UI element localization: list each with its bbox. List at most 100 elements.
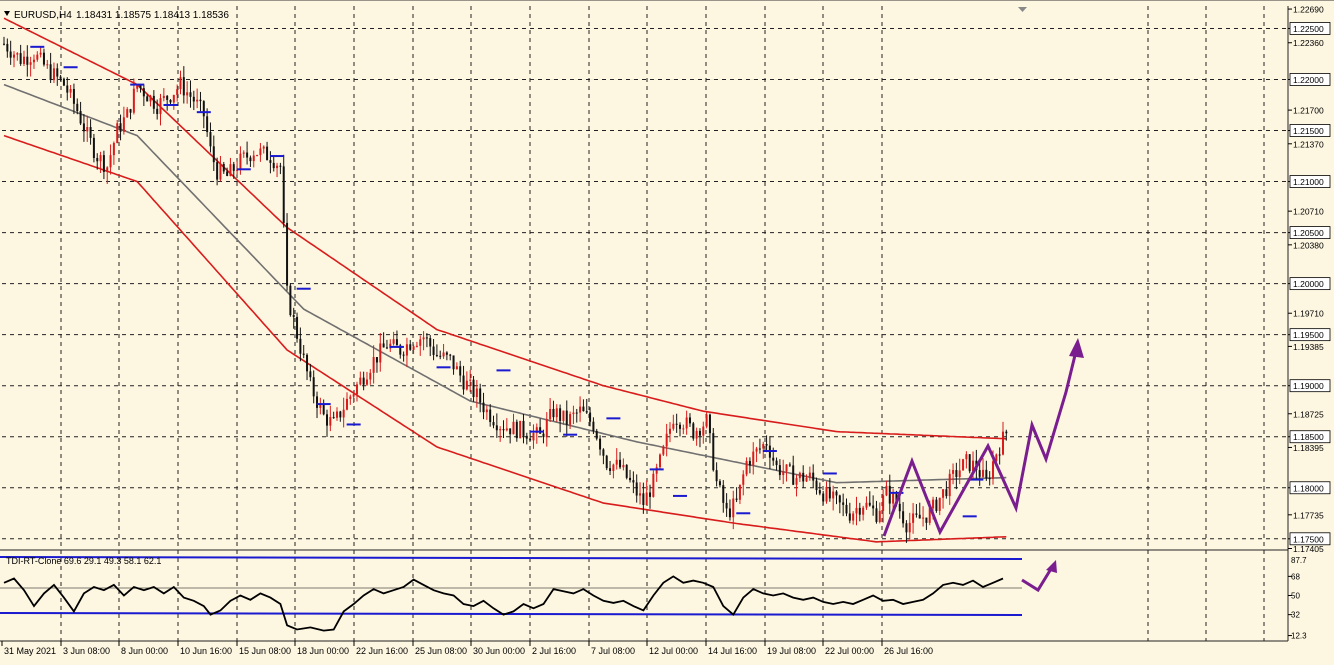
candle[interactable] <box>449 353 452 361</box>
candle[interactable] <box>748 457 751 474</box>
candle[interactable] <box>166 94 169 111</box>
candle[interactable] <box>266 141 269 161</box>
candle[interactable] <box>678 422 681 437</box>
candle[interactable] <box>978 460 981 486</box>
candle[interactable] <box>835 490 838 505</box>
candle[interactable] <box>382 332 385 348</box>
candle[interactable] <box>692 421 695 441</box>
candle[interactable] <box>56 63 59 86</box>
candle[interactable] <box>3 36 5 46</box>
candle[interactable] <box>519 420 522 439</box>
candle[interactable] <box>535 423 538 444</box>
candle[interactable] <box>492 415 495 429</box>
candle[interactable] <box>708 413 711 444</box>
candle[interactable] <box>565 400 568 437</box>
candle[interactable] <box>82 114 85 142</box>
candle[interactable] <box>702 421 705 444</box>
candle[interactable] <box>236 160 239 175</box>
candle[interactable] <box>249 155 252 168</box>
candle[interactable] <box>575 408 578 423</box>
candle[interactable] <box>862 505 865 521</box>
candle[interactable] <box>698 428 701 448</box>
candle[interactable] <box>659 453 662 470</box>
candle[interactable] <box>232 161 235 179</box>
candle[interactable] <box>102 150 105 180</box>
candle[interactable] <box>92 133 95 163</box>
candle[interactable] <box>685 410 688 435</box>
candle[interactable] <box>499 426 502 442</box>
candle[interactable] <box>345 392 348 411</box>
candle[interactable] <box>865 496 868 510</box>
candle[interactable] <box>622 458 625 471</box>
candle[interactable] <box>12 51 15 68</box>
candle[interactable] <box>269 151 272 174</box>
candle[interactable] <box>99 151 102 173</box>
candle[interactable] <box>555 404 558 422</box>
candle[interactable] <box>9 40 12 65</box>
candle[interactable] <box>29 56 32 77</box>
candle[interactable] <box>292 307 295 329</box>
candle[interactable] <box>229 157 232 177</box>
candle[interactable] <box>42 48 45 67</box>
candle[interactable] <box>815 477 818 495</box>
candle[interactable] <box>872 495 875 516</box>
candle[interactable] <box>336 407 338 421</box>
candle[interactable] <box>116 120 119 144</box>
candle[interactable] <box>312 370 315 404</box>
candle[interactable] <box>942 488 945 509</box>
candle[interactable] <box>435 344 438 358</box>
candle[interactable] <box>179 70 182 95</box>
candle[interactable] <box>112 141 115 165</box>
candle[interactable] <box>935 496 938 513</box>
candle[interactable] <box>246 141 249 165</box>
candle[interactable] <box>512 413 515 435</box>
candle[interactable] <box>415 341 418 348</box>
candle[interactable] <box>649 484 652 509</box>
candle[interactable] <box>609 460 612 475</box>
candle[interactable] <box>912 503 915 534</box>
candle[interactable] <box>688 413 691 427</box>
candle[interactable] <box>722 480 725 513</box>
candle[interactable] <box>69 85 72 98</box>
candle[interactable] <box>832 485 835 511</box>
candle[interactable] <box>589 407 592 427</box>
candle[interactable] <box>669 422 671 443</box>
candle[interactable] <box>279 162 282 175</box>
candle[interactable] <box>838 494 841 514</box>
candle[interactable] <box>738 484 741 505</box>
candle[interactable] <box>955 462 958 490</box>
candle[interactable] <box>159 93 162 126</box>
candle[interactable] <box>782 459 785 485</box>
candle[interactable] <box>755 446 758 463</box>
chart-shift-marker-icon[interactable] <box>1018 7 1027 12</box>
candle[interactable] <box>902 502 905 528</box>
candle[interactable] <box>385 339 388 350</box>
candle[interactable] <box>848 502 851 524</box>
candle[interactable] <box>212 135 215 172</box>
candle[interactable] <box>505 418 508 432</box>
candle[interactable] <box>182 66 185 104</box>
candle[interactable] <box>199 91 202 112</box>
candle[interactable] <box>785 464 788 482</box>
candle[interactable] <box>432 338 435 361</box>
candle[interactable] <box>186 81 189 104</box>
candle[interactable] <box>162 88 165 102</box>
candle[interactable] <box>878 502 881 524</box>
candle[interactable] <box>409 339 412 351</box>
candle[interactable] <box>379 333 382 372</box>
candle[interactable] <box>176 84 179 102</box>
candle[interactable] <box>26 45 29 77</box>
candle[interactable] <box>272 156 275 172</box>
candle[interactable] <box>818 482 821 496</box>
candle[interactable] <box>629 469 632 483</box>
candle[interactable] <box>242 150 245 158</box>
candle[interactable] <box>952 463 955 485</box>
candle[interactable] <box>1005 429 1008 441</box>
candle[interactable] <box>958 458 961 485</box>
candle[interactable] <box>695 427 698 446</box>
candle[interactable] <box>405 337 408 368</box>
candle[interactable] <box>89 119 92 145</box>
candle[interactable] <box>645 480 648 506</box>
candle[interactable] <box>52 62 55 83</box>
candle[interactable] <box>582 399 585 412</box>
